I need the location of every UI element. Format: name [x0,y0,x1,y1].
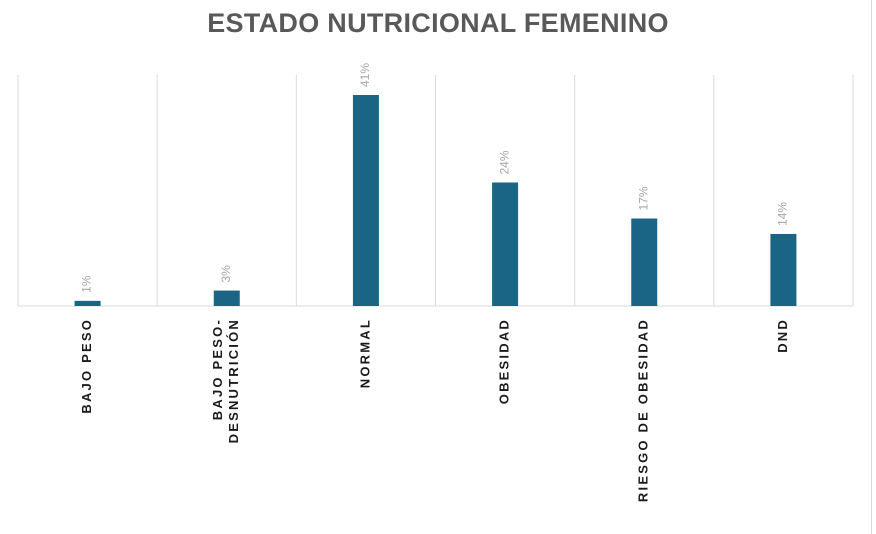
category-tick-label: DESNUTRICIÓN [226,318,241,443]
data-label: 14% [776,202,790,226]
category-tick-label: DND [775,318,790,353]
data-label: 3% [219,265,233,283]
category-tick-label: BAJO PESO- [210,318,225,420]
data-label: 17% [636,186,650,210]
bar [213,290,240,306]
chart-title: ESTADO NUTRICIONAL FEMENINO [207,8,669,38]
bar [74,300,101,306]
bar [631,218,658,306]
category-tick-label: OBESIDAD [497,318,512,404]
bar [770,233,797,306]
data-label: 41% [358,63,372,87]
panel-border [871,0,872,534]
data-label: 1% [80,275,94,293]
bar [492,182,519,306]
bar [352,95,379,306]
category-tick-label: RIESGO DE OBESIDAD [636,318,651,502]
data-label: 24% [497,150,511,174]
category-tick-label: NORMAL [357,318,372,388]
category-tick-label: BAJO PESO [79,318,94,414]
